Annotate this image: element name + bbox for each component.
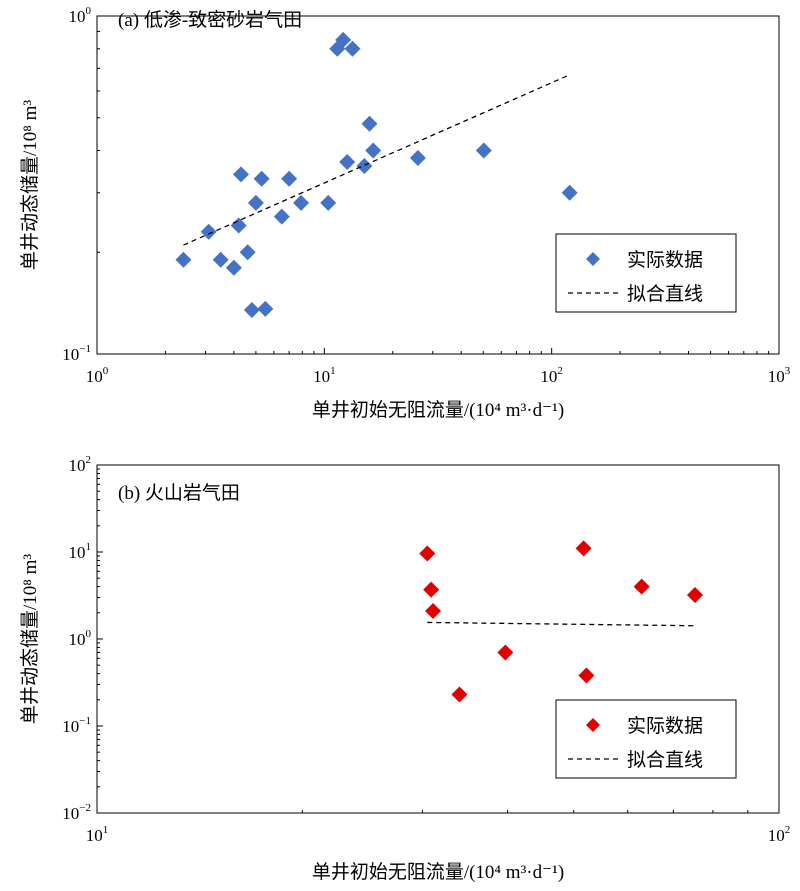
y-axis-label: 单井动态储量/10⁸ m³ [19, 554, 41, 724]
legend-marker [586, 718, 600, 732]
fit-line [427, 621, 695, 627]
legend-label: 实际数据 [627, 715, 703, 737]
y-tick-label: 10−2 [62, 802, 91, 823]
data-point [230, 217, 247, 234]
y-tick-label: 101 [69, 541, 92, 562]
legend-label: 实际数据 [627, 249, 703, 271]
legend-marker [586, 252, 600, 266]
data-point [497, 644, 514, 661]
x-axis-label: 单井初始无阻流量/(10⁴ m³·d⁻¹) [312, 861, 564, 883]
data-point [419, 545, 436, 562]
data-point [243, 301, 260, 318]
y-tick-label: 100 [69, 628, 92, 649]
chart-title: (a) 低渗-致密砂岩气田 [118, 9, 302, 31]
data-point [335, 31, 352, 48]
x-axis-label: 单井初始无阻流量/(10⁴ m³·d⁻¹) [312, 399, 564, 421]
data-point [365, 142, 382, 159]
y-tick-label: 100 [69, 5, 92, 26]
chart-title: (b) 火山岩气田 [118, 482, 240, 504]
y-axis-label: 单井动态储量/10⁸ m³ [19, 100, 41, 270]
data-point [425, 602, 442, 619]
data-point [409, 150, 426, 167]
chart-panel-b: 101 102 10−2 10−1 100 101 102 (b) 火山岩气田单井初始无阻流量… [19, 454, 790, 883]
x-tick-label: 103 [768, 365, 791, 386]
data-point [339, 153, 356, 170]
y-tick-label: 10−1 [62, 715, 91, 736]
data-point [633, 578, 650, 595]
data-point [575, 540, 592, 557]
x-tick-label: 102 [540, 365, 563, 386]
data-point [561, 184, 578, 201]
data-point [281, 170, 298, 187]
data-point [686, 587, 703, 604]
data-point [475, 142, 492, 159]
data-point [451, 686, 468, 703]
data-point [293, 194, 310, 211]
data-point [423, 581, 440, 598]
data-point [253, 170, 270, 187]
fit-line [183, 74, 570, 246]
data-point [361, 115, 378, 132]
x-tick-label: 101 [86, 824, 109, 845]
x-tick-label: 101 [313, 365, 336, 386]
legend-label: 拟合直线 [627, 283, 703, 305]
legend-box [555, 699, 737, 779]
legend-label: 拟合直线 [627, 749, 703, 771]
data-point [212, 251, 229, 268]
data-point [320, 194, 337, 211]
y-tick-label: 102 [69, 454, 92, 475]
data-point [578, 667, 595, 684]
legend-box [555, 233, 737, 313]
data-point [356, 157, 373, 174]
y-tick-label: 10−1 [62, 343, 91, 364]
data-point [225, 259, 242, 276]
data-point [200, 223, 217, 240]
data-point [344, 40, 361, 57]
data-point [273, 208, 290, 225]
x-tick-label: 102 [768, 824, 791, 845]
data-point [239, 244, 256, 261]
data-point [257, 300, 274, 317]
data-point [175, 251, 192, 268]
x-tick-label: 100 [86, 365, 109, 386]
data-point [233, 166, 250, 183]
data-point [247, 194, 264, 211]
plot-frame [96, 15, 780, 355]
